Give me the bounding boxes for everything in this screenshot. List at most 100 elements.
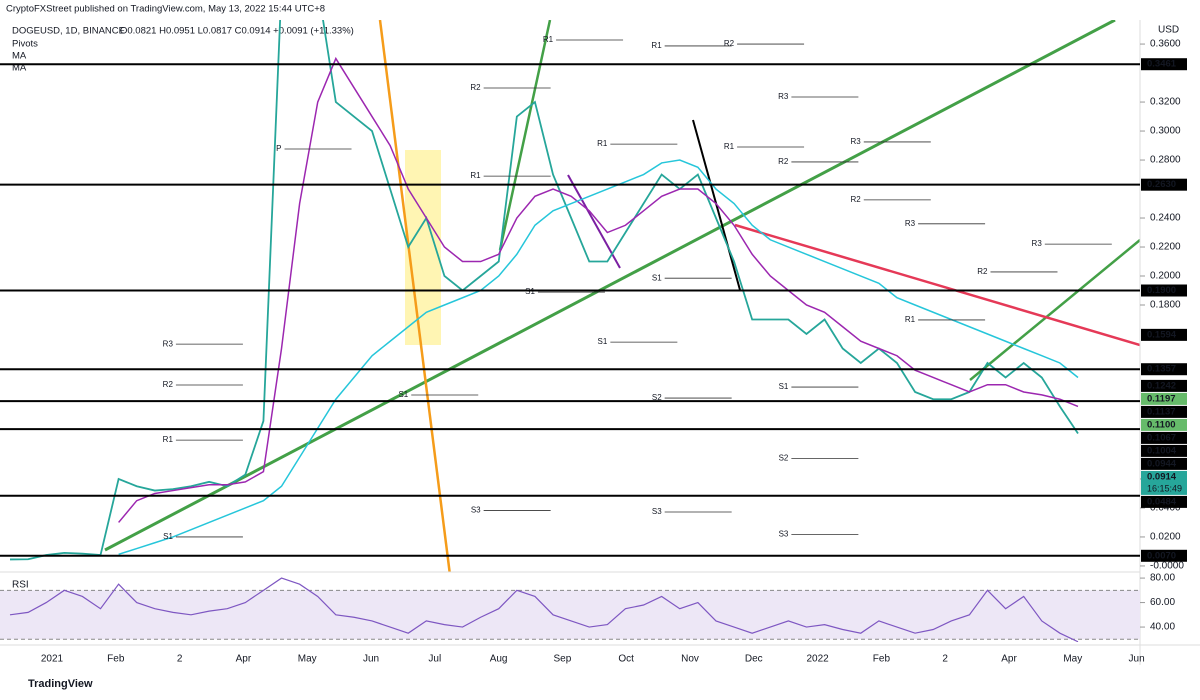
pivot-label: R1 bbox=[163, 435, 174, 444]
level-tag bbox=[1141, 178, 1187, 191]
trendlines bbox=[104, 20, 1140, 572]
countdown: 16:15:49 bbox=[1147, 483, 1182, 493]
moving-average bbox=[118, 159, 1079, 556]
x-tick-label: 2021 bbox=[41, 654, 64, 665]
indicator: MA bbox=[12, 51, 27, 62]
pivot-label: S3 bbox=[779, 530, 789, 539]
x-tick-label: Feb bbox=[873, 654, 891, 665]
x-tick-label: Apr bbox=[236, 654, 252, 665]
pivot-label: R2 bbox=[163, 380, 174, 389]
pivot-label: S1 bbox=[779, 382, 789, 391]
pivot-label: R3 bbox=[163, 339, 174, 348]
rsi-pane bbox=[0, 577, 1140, 642]
x-tick-label: Jun bbox=[363, 654, 379, 665]
level-tag bbox=[1141, 418, 1187, 431]
pivot-label: R3 bbox=[778, 92, 789, 101]
trendline bbox=[734, 223, 1140, 347]
level-label: 0.1900 bbox=[1147, 285, 1176, 296]
pivot-label: R2 bbox=[724, 39, 735, 48]
pivot-label: R1 bbox=[470, 171, 481, 180]
pivot-label: P bbox=[276, 144, 281, 153]
level-label: 0.1004 bbox=[1147, 445, 1177, 456]
level-tag bbox=[1141, 549, 1187, 562]
currency: USD bbox=[1158, 25, 1179, 36]
level-label: 0.1100 bbox=[1147, 419, 1176, 430]
level-tag bbox=[1141, 284, 1187, 297]
x-tick-label: Nov bbox=[681, 654, 699, 665]
level-tag bbox=[1141, 58, 1187, 71]
level-tag bbox=[1141, 363, 1187, 376]
x-tick-label: May bbox=[298, 654, 317, 665]
level-label: 0.0484 bbox=[1147, 496, 1177, 507]
pivot-label: R3 bbox=[1032, 239, 1043, 248]
level-tag bbox=[1141, 470, 1187, 495]
pivot-label: R3 bbox=[851, 137, 862, 146]
pivot-label: R1 bbox=[651, 41, 662, 50]
level-tag bbox=[1141, 405, 1187, 418]
pivot-label: S1 bbox=[652, 273, 662, 282]
pivot-label: S2 bbox=[652, 393, 662, 402]
x-tick-label: Aug bbox=[490, 654, 508, 665]
pivot-label: R2 bbox=[778, 157, 789, 166]
y-tick-label: 0.3000 bbox=[1150, 126, 1181, 137]
trendline bbox=[969, 239, 1140, 381]
level-label: 0.2630 bbox=[1147, 179, 1176, 190]
footer-logo: TradingView bbox=[28, 678, 93, 690]
level-label: 0.0944 bbox=[1147, 458, 1177, 469]
pivot-label: R2 bbox=[470, 83, 481, 92]
pivot-label: R3 bbox=[905, 219, 916, 228]
level-label: 0.0914 bbox=[1147, 471, 1177, 482]
trendline bbox=[498, 20, 552, 251]
y-tick-label: 0.2800 bbox=[1150, 155, 1181, 166]
x-tick-label: 2022 bbox=[806, 654, 829, 665]
pivot-label: R2 bbox=[851, 195, 862, 204]
y-tick-label: 0.1800 bbox=[1150, 300, 1181, 311]
trendline bbox=[567, 174, 621, 269]
level-label: 0.0070 bbox=[1147, 550, 1176, 561]
symbol: DOGEUSD, 1D, BINANCE bbox=[12, 26, 125, 37]
y-tick-label: 0.2000 bbox=[1150, 271, 1181, 282]
y-tick-label: 0.0200 bbox=[1150, 532, 1181, 543]
rsi-tick-label: 40.00 bbox=[1150, 622, 1175, 633]
level-tag bbox=[1141, 392, 1187, 405]
level-tag bbox=[1141, 328, 1187, 341]
ohlc: O0.0821 H0.0951 L0.0817 C0.0914 +0.0091 … bbox=[120, 26, 354, 37]
pivot-label: R1 bbox=[905, 315, 916, 324]
level-label: 0.1357 bbox=[1147, 364, 1176, 375]
level-label: 0.1137 bbox=[1147, 406, 1176, 417]
price-line bbox=[9, 20, 1079, 561]
x-tick-label: Oct bbox=[618, 654, 634, 665]
pivot-label: S1 bbox=[163, 532, 173, 541]
pivot-label: R1 bbox=[724, 142, 735, 151]
y-tick-label: 0.0400 bbox=[1150, 503, 1181, 514]
trendline bbox=[104, 20, 1116, 552]
rsi-line bbox=[9, 577, 1079, 642]
x-tick-label: 2 bbox=[942, 654, 948, 665]
y-tick-label: -0.0000 bbox=[1150, 561, 1184, 572]
pivot-label: S2 bbox=[779, 454, 789, 463]
x-tick-label: 2 bbox=[177, 654, 183, 665]
level-tag bbox=[1141, 457, 1187, 470]
y-tick-label: 0.3200 bbox=[1150, 97, 1181, 108]
level-tag bbox=[1141, 495, 1187, 508]
pivot-label: S1 bbox=[598, 337, 608, 346]
pivot-label: R1 bbox=[543, 35, 554, 44]
pivot-label: S3 bbox=[471, 506, 481, 515]
level-tag bbox=[1141, 444, 1187, 457]
level-tag bbox=[1141, 379, 1187, 392]
x-tick-label: Apr bbox=[1001, 654, 1017, 665]
publisher: CryptoFXStreet published on TradingView.… bbox=[6, 4, 325, 15]
x-tick-label: Jun bbox=[1129, 654, 1145, 665]
level-tag bbox=[1141, 431, 1187, 444]
level-label: 0.1197 bbox=[1147, 393, 1176, 404]
pivot-label: S3 bbox=[652, 507, 662, 516]
x-tick-label: Dec bbox=[745, 654, 763, 665]
y-tick-label: 0.2200 bbox=[1150, 242, 1181, 253]
level-label: 0.1594 bbox=[1147, 329, 1177, 340]
rsi-tick-label: 80.00 bbox=[1150, 573, 1175, 584]
indicator: Pivots bbox=[12, 39, 38, 50]
trendline bbox=[378, 20, 451, 572]
pivot-label: R1 bbox=[597, 139, 608, 148]
x-tick-label: Feb bbox=[107, 654, 125, 665]
x-tick-label: Sep bbox=[554, 654, 572, 665]
